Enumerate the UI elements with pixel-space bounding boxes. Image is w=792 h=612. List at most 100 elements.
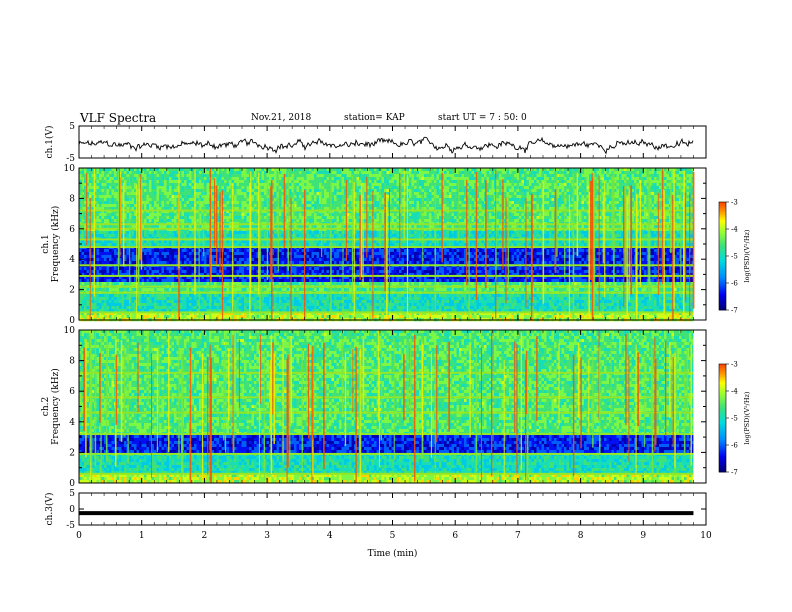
ch1-spectrogram-cell bbox=[449, 249, 452, 252]
ch1-spectrogram-cell bbox=[397, 258, 400, 261]
ch1-spectrogram-cell bbox=[537, 243, 540, 246]
ch1-spectrogram-cell bbox=[392, 201, 397, 204]
ch1-spectrogram-cell bbox=[512, 255, 515, 258]
ch1-spectrogram-cell bbox=[419, 189, 422, 192]
ch1-spectrogram-cell bbox=[299, 171, 302, 174]
ch1-spectrogram-cell bbox=[242, 171, 247, 174]
ch1-spectrogram-cell bbox=[534, 195, 537, 198]
ch1-spectrogram-cell bbox=[579, 204, 582, 207]
ch1-spectrogram-cell bbox=[459, 240, 462, 243]
ch1-spectrogram-cell bbox=[334, 192, 337, 195]
ch1-spectrogram-cell bbox=[549, 255, 552, 258]
ch1-spectrogram-cell bbox=[437, 189, 440, 192]
ch1-spectrogram-cell bbox=[349, 201, 352, 204]
ch1-spectrogram-cell bbox=[529, 183, 532, 186]
ch1-spectrogram-cell bbox=[537, 249, 542, 252]
ch1-spectrogram-cell bbox=[664, 174, 669, 177]
ch1-spectrogram-cell bbox=[264, 177, 269, 180]
ch1-spectrogram-cell bbox=[157, 195, 160, 198]
ch1-spectrogram-cell bbox=[189, 231, 192, 234]
ch1-spectrogram-cell bbox=[452, 177, 470, 180]
ch1-spectrogram-cell bbox=[409, 201, 414, 204]
ch1-spectrogram-cell bbox=[237, 240, 242, 243]
ch1-spectrogram-cell bbox=[447, 192, 450, 195]
ch1-spectrogram-cell bbox=[552, 198, 555, 201]
ch1-spectrogram-cell bbox=[107, 213, 112, 216]
ch1-spectrogram-cell bbox=[614, 201, 619, 204]
ch1-spectrogram-cell bbox=[82, 171, 85, 174]
ch1-spectrogram-cell bbox=[489, 231, 492, 234]
ch1-spectrogram-cell bbox=[382, 180, 385, 183]
ch1-spectrogram-cell bbox=[409, 252, 414, 255]
ch1-spectrogram-cell bbox=[179, 177, 184, 180]
ch1-spectrogram-cell bbox=[654, 252, 657, 255]
ch1-spectrogram-cell bbox=[124, 180, 127, 183]
ch1-spectrogram-cell bbox=[677, 192, 680, 195]
ch1-spectrogram-cell bbox=[447, 252, 450, 255]
ch1-spectrogram-cell bbox=[559, 240, 562, 243]
ch1-spectrogram-cell bbox=[582, 201, 585, 204]
ch1-spectrogram-cell bbox=[247, 195, 250, 198]
ch1-spectrogram-cell bbox=[274, 198, 277, 201]
ch1-spectrogram-cell bbox=[609, 189, 612, 192]
ch1-spectrogram-cell bbox=[234, 198, 237, 201]
ch1-spectrogram-cell bbox=[452, 216, 455, 219]
ch1-spectrogram-cell bbox=[644, 171, 647, 174]
ch1-spectrogram-cell bbox=[242, 213, 245, 216]
ch1-spectrogram-cell bbox=[299, 213, 302, 216]
ch1-spectrogram-cell bbox=[547, 174, 550, 177]
ch1-spectrogram-cell bbox=[204, 186, 207, 189]
ch1-spectrogram-cell bbox=[172, 192, 175, 195]
ch1-spectrogram-cell bbox=[522, 204, 525, 207]
ch1-spectrogram-cell bbox=[449, 177, 452, 180]
ch1-spectrogram-cell bbox=[462, 252, 465, 255]
ch1-spectrogram-cell bbox=[152, 255, 155, 258]
ch1-spectrogram-cell bbox=[559, 189, 562, 192]
ch1-spectrogram-cell bbox=[164, 180, 167, 183]
ch1-spectrogram-cell bbox=[229, 258, 232, 261]
ch1-spectrogram-cell bbox=[519, 201, 524, 204]
ch1-spectrogram-cell bbox=[314, 231, 319, 234]
ch1-spectrogram-cell bbox=[262, 243, 265, 246]
ch1-spectrogram-cell bbox=[244, 219, 247, 222]
ch1-spectrogram-cell bbox=[369, 258, 372, 261]
ch1-spectrogram-cell bbox=[187, 198, 190, 201]
ch1-spectrogram-cell bbox=[104, 240, 112, 243]
ch1-spectrogram-cell bbox=[332, 177, 335, 180]
ch1-spectrogram-cell bbox=[632, 174, 635, 177]
ch1-spectrogram-cell bbox=[537, 234, 540, 237]
ch1-spectrogram-cell bbox=[189, 201, 194, 204]
ch1-spectrogram-cell bbox=[342, 174, 347, 177]
ch1-spectrogram-cell bbox=[422, 186, 425, 189]
ch1-spectrogram-cell bbox=[334, 177, 339, 180]
ch1-spectrogram-cell bbox=[537, 216, 540, 219]
ch1-spectrogram-cell bbox=[582, 240, 585, 243]
ch1-spectrogram-cell bbox=[439, 249, 442, 252]
ch1-spectrogram-cell bbox=[567, 183, 570, 186]
ch1-spectrogram-cell bbox=[562, 180, 565, 183]
ch1-spectrogram-cell bbox=[97, 189, 100, 192]
ch1-spectrogram-cell bbox=[519, 216, 522, 219]
ch1-spectrogram-cell bbox=[642, 174, 647, 177]
ch1-spectrogram-cell bbox=[449, 183, 457, 186]
ch1-spectrogram-cell bbox=[262, 204, 265, 207]
ch1-spectrogram-cell bbox=[609, 183, 617, 186]
ch1-spectrogram-cell bbox=[394, 195, 397, 198]
ch1-spectrogram-cell bbox=[462, 216, 467, 219]
ch1-spectrogram-cell bbox=[627, 174, 632, 177]
ch1-spectrogram-cell bbox=[637, 180, 640, 183]
ch1-spectrogram-cell bbox=[517, 255, 520, 258]
ch1-spectrogram-cell bbox=[112, 252, 115, 255]
ch1-spectrogram-cell bbox=[582, 198, 587, 201]
ch1-spectrogram-cell bbox=[409, 216, 419, 219]
ch1-spectrogram-cell bbox=[239, 249, 242, 252]
ch1-spectrogram-cell bbox=[387, 177, 392, 180]
ch1-spectrogram-cell bbox=[534, 240, 539, 243]
ch1-spectrogram-cell bbox=[152, 249, 155, 252]
ch1-spectrogram-cell bbox=[87, 171, 97, 174]
ch1-spectrogram-cell bbox=[469, 240, 477, 243]
ch1-spectrogram-cell bbox=[234, 231, 247, 234]
ch1-spectrogram-cell bbox=[364, 231, 377, 234]
ch1-spectrogram-cell bbox=[652, 192, 655, 195]
ch1-spectrogram-cell bbox=[142, 183, 147, 186]
